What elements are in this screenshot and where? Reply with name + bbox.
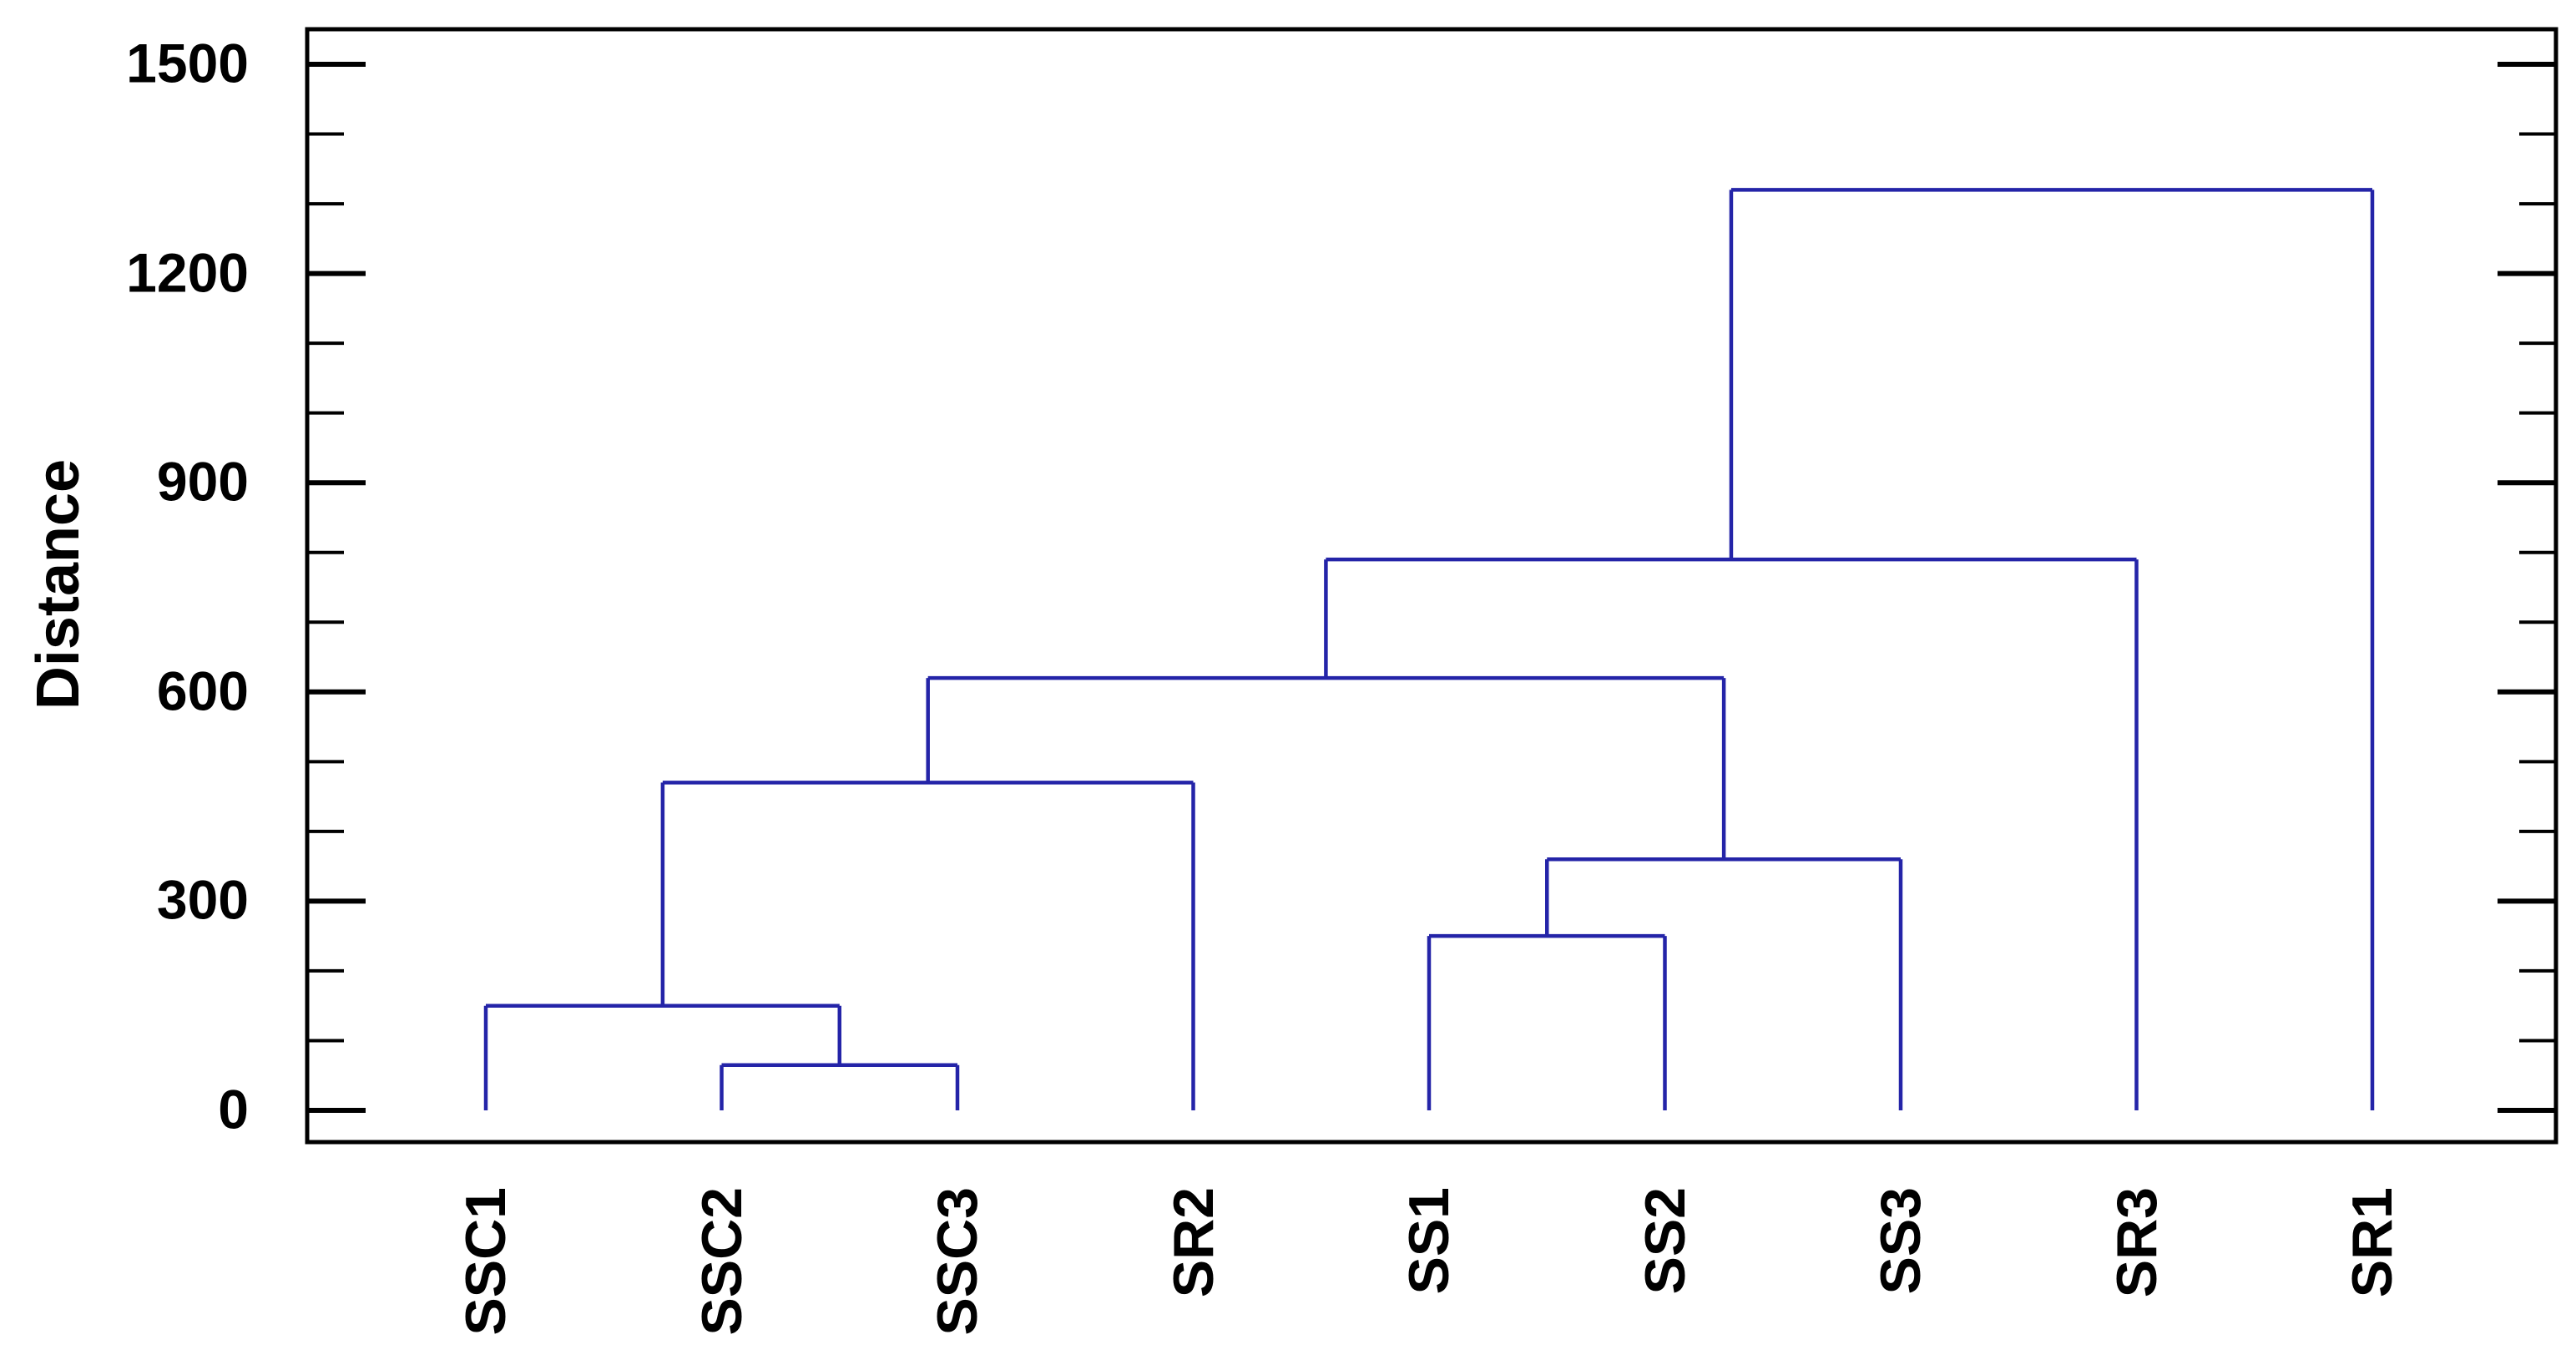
leaf-label-SS1: SS1 <box>1397 1187 1461 1295</box>
y-tick-label-0: 0 <box>218 1078 249 1140</box>
leaf-label-SS3: SS3 <box>1869 1187 1932 1295</box>
leaf-label-SSC3: SSC3 <box>926 1187 989 1336</box>
y-axis-ticks <box>307 62 2556 1113</box>
y-tick-label-900: 900 <box>156 450 249 513</box>
plot-border <box>305 27 2558 1145</box>
dendrogram-links <box>483 188 2375 1110</box>
y-tick-label-1500: 1500 <box>126 32 249 94</box>
y-tick-label-1200: 1200 <box>126 241 249 304</box>
y-tick-label-600: 600 <box>156 660 249 722</box>
leaf-label-SR1: SR1 <box>2341 1187 2404 1298</box>
leaf-label-SSC2: SSC2 <box>689 1187 754 1336</box>
leaf-label-SR2: SR2 <box>1161 1187 1225 1298</box>
leaf-label-SSC1: SSC1 <box>454 1187 518 1336</box>
y-tick-label-300: 300 <box>156 869 249 932</box>
leaf-label-SS2: SS2 <box>1633 1187 1697 1295</box>
leaf-label-SR3: SR3 <box>2104 1187 2169 1298</box>
